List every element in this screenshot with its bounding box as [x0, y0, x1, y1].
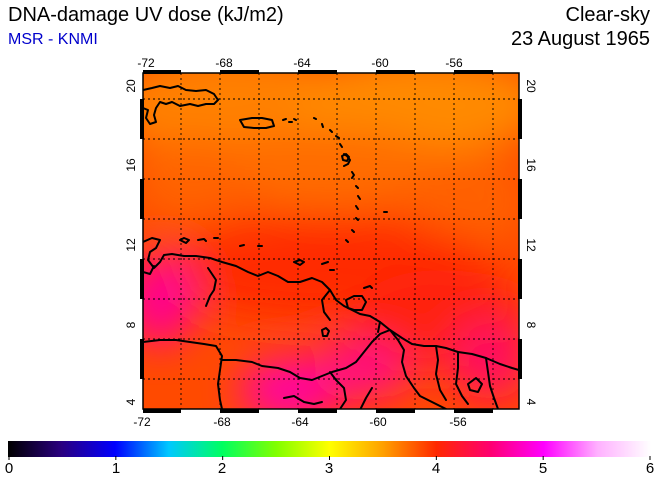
lon-ticks: -72 -68 -64 -60 -56 -72 -68 -64 -60 -56	[133, 56, 467, 429]
colorbar-label: 1	[111, 460, 121, 477]
colorbar-label: 4	[431, 460, 441, 477]
colorbar-label: 2	[217, 460, 227, 477]
lon-tick-top: -68	[215, 56, 233, 70]
lon-tick-top: -64	[293, 56, 311, 70]
lat-tick-left: 16	[124, 158, 138, 172]
scenario-label: Clear-sky	[565, 4, 650, 26]
lon-tick-bottom: -68	[213, 415, 231, 429]
lat-tick-left: 4	[124, 398, 138, 405]
lon-tick-bottom: -64	[291, 415, 309, 429]
colorbar-label: 5	[538, 460, 548, 477]
source-label: MSR - KNMI	[8, 31, 98, 48]
uv-field	[143, 73, 519, 409]
lon-tick-top: -72	[137, 56, 155, 70]
lat-tick-left: 20	[124, 79, 138, 93]
lon-tick-top: -56	[445, 56, 463, 70]
date-label: 23 August 1965	[510, 28, 650, 50]
colorbar-ticks	[8, 456, 651, 460]
coastlines	[143, 85, 519, 409]
lat-tick-left: 8	[124, 321, 138, 328]
lat-tick-right: 12	[524, 238, 538, 252]
lon-tick-top: -60	[371, 56, 389, 70]
lat-tick-right: 8	[524, 322, 538, 329]
colorbar-label: 0	[4, 460, 14, 477]
lat-tick-right: 4	[524, 399, 538, 406]
lat-tick-right: 20	[524, 79, 538, 93]
lon-tick-bottom: -56	[449, 415, 467, 429]
frame-border-bars	[140, 70, 522, 413]
colorbar-label: 6	[645, 460, 655, 477]
colorbar-label: 3	[324, 460, 334, 477]
lon-tick-bottom: -72	[133, 415, 151, 429]
lat-tick-right: 16	[524, 158, 538, 172]
lat-tick-left: 12	[124, 238, 138, 252]
map-title: DNA-damage UV dose (kJ/m2)	[8, 4, 284, 26]
lat-ticks: 20 16 12 8 4 20 16 12 8 4	[124, 79, 538, 406]
colorbar	[8, 441, 651, 457]
lon-tick-bottom: -60	[369, 415, 387, 429]
